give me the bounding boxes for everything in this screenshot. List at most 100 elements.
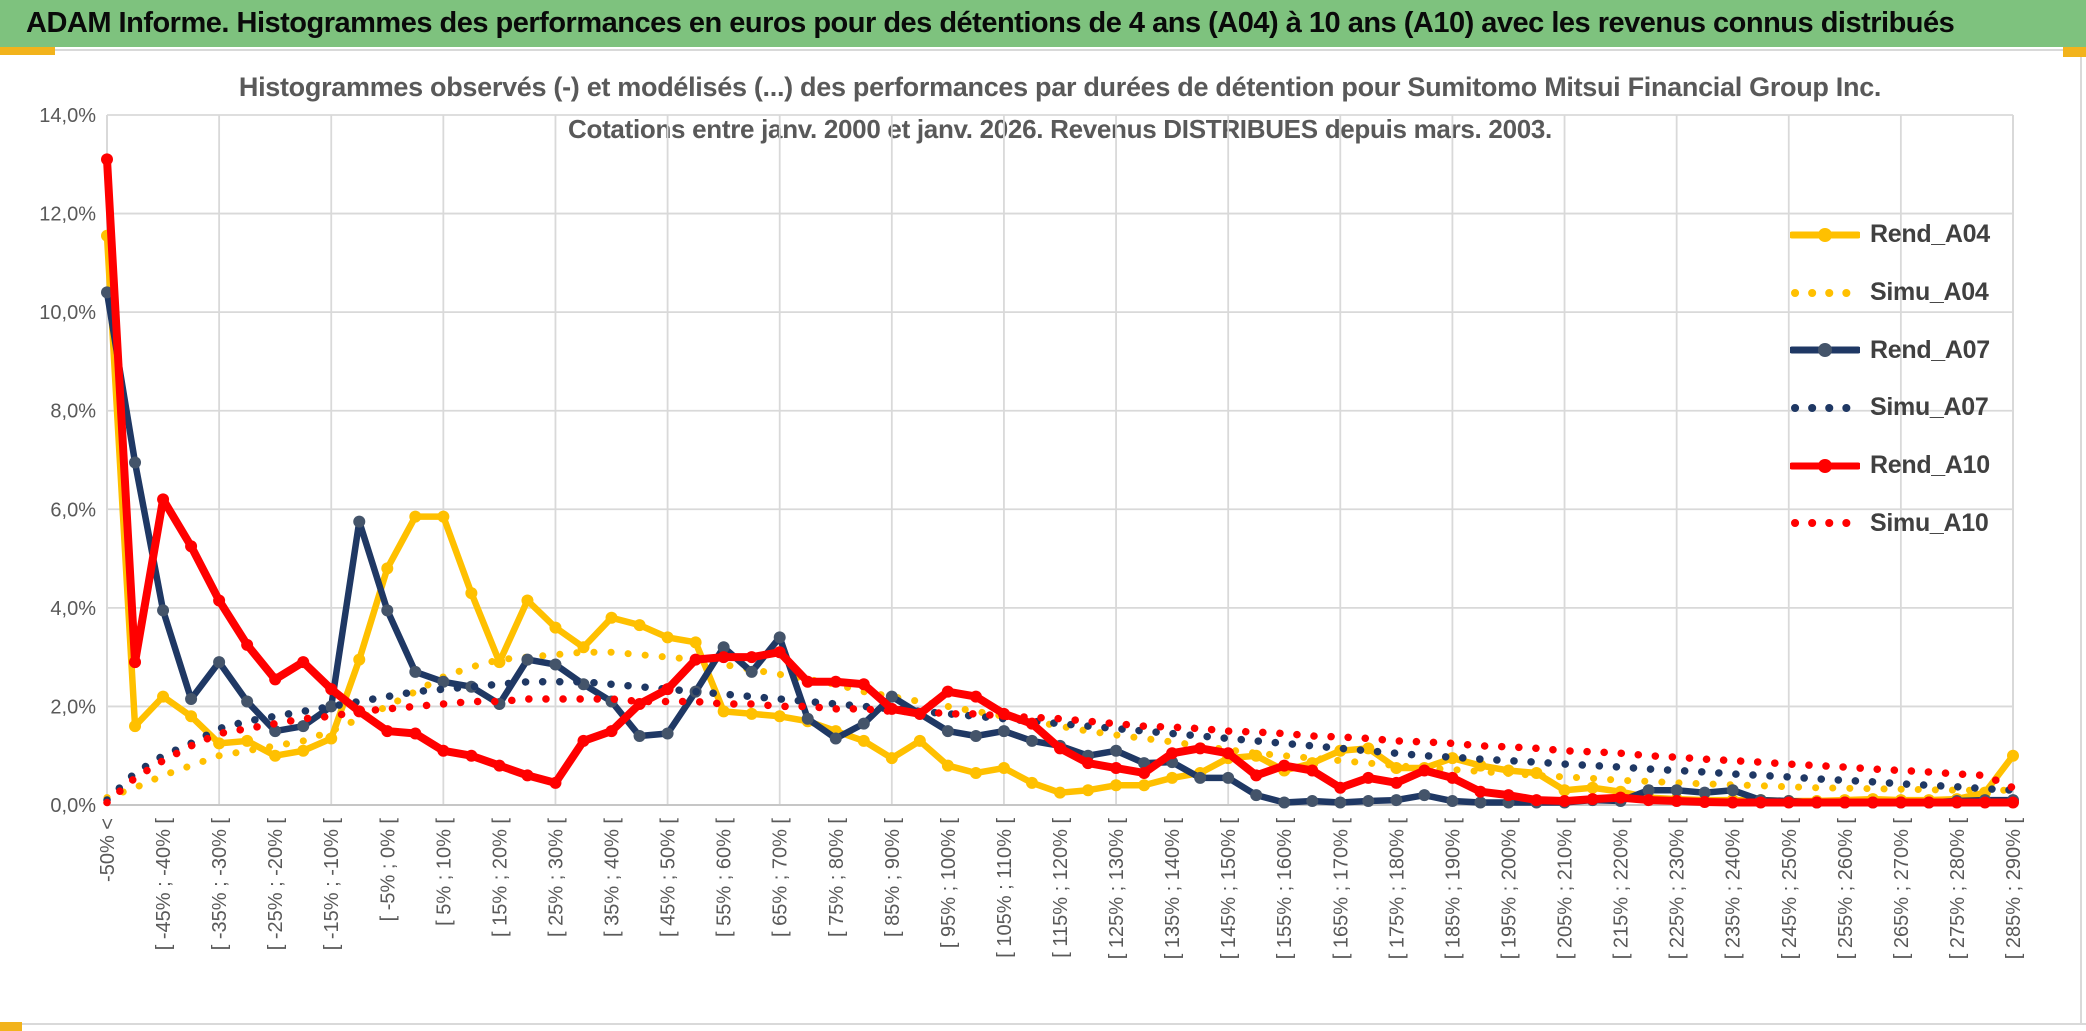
Rend_A10-marker-icon — [1278, 759, 1291, 772]
legend-item-Simu_A10[interactable]: Simu_A10 — [1790, 494, 1990, 552]
x-tick-label: [ 185% ; 190% [ — [1442, 818, 1464, 960]
x-tick-label: [ 205% ; 210% [ — [1555, 818, 1577, 960]
y-tick-label: 14,0% — [39, 105, 96, 127]
Rend_A04-marker-icon — [577, 641, 590, 654]
legend-item-Simu_A04[interactable]: Simu_A04 — [1790, 264, 1990, 322]
Simu_A07-line — [103, 678, 2017, 804]
Rend_A07-marker-icon — [437, 675, 450, 688]
Rend_A07-marker-icon — [409, 665, 422, 678]
Rend_A04-marker-icon — [1586, 781, 1599, 794]
Rend_A04-marker-icon — [773, 710, 786, 723]
Rend_A07-line — [103, 289, 2017, 806]
Rend_A04-marker-icon — [353, 653, 366, 666]
x-tick-label: [ -35% ; -30% [ — [209, 818, 231, 951]
legend-item-Rend_A04[interactable]: Rend_A04 — [1790, 206, 1990, 264]
Simu_A10-legend-swatch-icon — [1791, 519, 1859, 528]
Rend_A10-marker-icon — [1446, 771, 1459, 784]
Rend_A10-marker-icon — [241, 638, 254, 651]
legend-item-Rend_A10[interactable]: Rend_A10 — [1790, 437, 1990, 495]
gold-accent-bottom-left — [0, 1022, 22, 1031]
Rend_A10-marker-icon — [1782, 796, 1795, 809]
Rend_A04-marker-icon — [997, 762, 1010, 775]
Rend_A10-marker-icon — [1922, 796, 1935, 809]
Rend_A07-marker-icon — [745, 665, 758, 678]
Rend_A10-markers — [101, 153, 2019, 809]
x-tick-label: [ 115% ; 120% [ — [1050, 818, 1072, 958]
Rend_A10-marker-icon — [689, 653, 702, 666]
Rend_A10-marker-icon — [297, 656, 310, 669]
Rend_A04-marker-icon — [269, 749, 282, 762]
Rend_A07-marker-icon — [1278, 796, 1291, 809]
Rend_A07-marker-icon — [1222, 771, 1235, 784]
Rend_A10-marker-icon — [1866, 796, 1879, 809]
banner-title: ADAM Informe. Histogrammes des performan… — [26, 7, 1955, 39]
x-tick-label: [ -5% ; 0% [ — [377, 818, 399, 922]
y-tick-label: 12,0% — [39, 204, 96, 226]
Rend_A07-marker-icon — [885, 690, 898, 703]
Rend_A04-marker-icon — [437, 510, 450, 523]
Rend_A07-marker-icon — [1390, 794, 1403, 807]
gold-accent-top-right — [2063, 44, 2086, 57]
Rend_A07-marker-icon — [1418, 789, 1431, 802]
Rend_A07-marker-icon — [661, 727, 674, 740]
Rend_A10-marker-icon — [717, 651, 730, 664]
legend-label: Rend_A04 — [1870, 220, 1990, 249]
x-tick-label: [ 125% ; 130% [ — [1106, 818, 1128, 960]
x-tick-label: [ 275% ; 280% [ — [1947, 818, 1969, 960]
Rend_A04-marker-icon — [185, 710, 198, 723]
Rend_A04-marker-icon — [297, 744, 310, 757]
x-tick-label: [ 65% ; 70% [ — [770, 818, 792, 937]
Rend_A10-marker-icon — [1978, 796, 1991, 809]
Rend_A10-marker-icon — [829, 675, 842, 688]
x-tick-label: [ 155% ; 160% [ — [1274, 818, 1296, 960]
Rend_A04-marker-icon — [129, 720, 142, 733]
Rend_A04-marker-icon — [1446, 752, 1459, 765]
Rend_A10-marker-icon — [1586, 793, 1599, 806]
Simu_A07-legend-swatch-icon — [1791, 403, 1859, 412]
x-tick-label: [ 85% ; 90% [ — [882, 818, 904, 937]
Rend_A10-marker-icon — [549, 776, 562, 789]
Rend_A04-marker-icon — [633, 619, 646, 632]
x-tick-label: [ 95% ; 100% [ — [938, 818, 960, 949]
chart-title-line1: Histogrammes observés (-) et modélisés (… — [238, 72, 1882, 102]
Rend_A10-marker-icon — [745, 651, 758, 664]
Rend_A07-marker-icon — [381, 604, 394, 617]
Rend_A07-marker-icon — [185, 693, 198, 706]
Rend_A07-marker-icon — [1334, 796, 1347, 809]
Rend_A10-marker-icon — [1418, 764, 1431, 777]
legend-label: Rend_A10 — [1870, 451, 1990, 480]
Rend_A04-marker-icon — [1362, 742, 1375, 755]
banner: ADAM Informe. Histogrammes des performan… — [0, 0, 2086, 47]
legend-item-Simu_A07[interactable]: Simu_A07 — [1790, 379, 1990, 437]
Rend_A10-marker-icon — [129, 656, 142, 669]
Rend_A04-marker-icon — [1166, 771, 1179, 784]
Rend_A10-marker-icon — [1390, 776, 1403, 789]
Rend_A07-marker-icon — [101, 286, 113, 299]
Simu_A04-line — [103, 648, 2017, 802]
Rend_A07-marker-icon — [1362, 795, 1375, 808]
Rend_A07-marker-icon — [773, 631, 786, 644]
legend-item-Rend_A07[interactable]: Rend_A07 — [1790, 321, 1990, 379]
Rend_A10-marker-icon — [1754, 796, 1767, 809]
Rend_A10-marker-icon — [1502, 789, 1515, 802]
Rend_A07-marker-icon — [1642, 784, 1655, 797]
Rend_A04-marker-icon — [941, 759, 954, 772]
x-tick-label: [ 145% ; 150% [ — [1218, 818, 1240, 960]
chart-frame-bottom — [0, 1023, 2086, 1025]
Rend_A10-marker-icon — [1530, 794, 1543, 807]
x-tick-label: [ 105% ; 110% [ — [994, 818, 1016, 958]
Rend_A04-marker-icon — [913, 734, 926, 747]
Rend_A07-marker-icon — [801, 712, 814, 725]
legend: Rend_A04 Simu_A04 Rend_A07 Simu_A07 Rend_A10… — [1790, 206, 1990, 552]
Rend_A10-marker-icon — [1474, 785, 1487, 798]
Rend_A10-marker-icon — [1082, 757, 1095, 770]
Rend_A04-marker-icon — [325, 732, 338, 745]
x-tick-label: [ 235% ; 240% [ — [1723, 818, 1745, 960]
Rend_A10-marker-icon — [605, 725, 618, 738]
x-tick-label: [ 15% ; 20% [ — [489, 818, 511, 937]
Rend_A10-marker-icon — [857, 678, 870, 691]
Rend_A04-marker-icon — [1110, 779, 1123, 792]
Rend_A04-marker-icon — [493, 656, 506, 669]
